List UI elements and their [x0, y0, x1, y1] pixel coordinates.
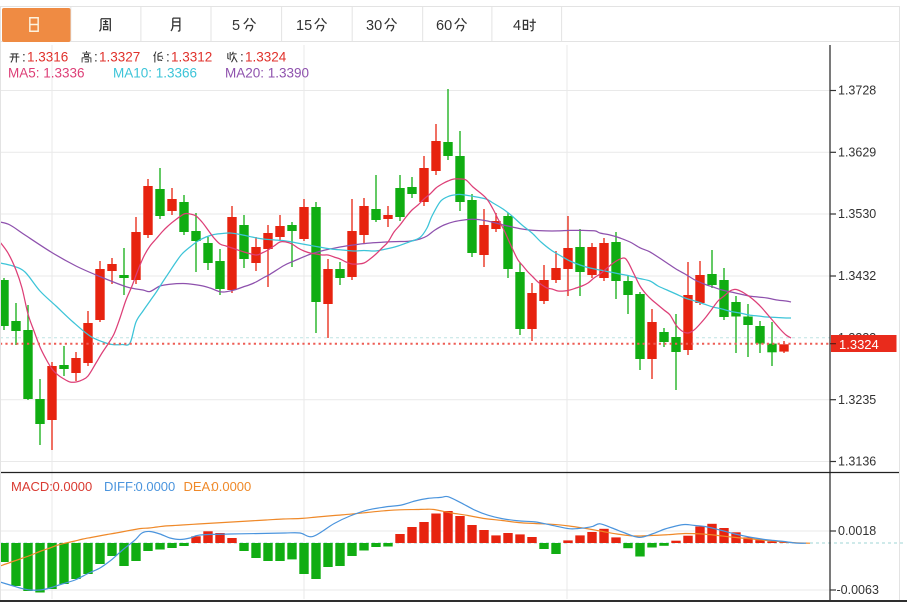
svg-text:1.3312: 1.3312 — [171, 50, 212, 65]
svg-text:MA5: 1.3336: MA5: 1.3336 — [8, 66, 85, 81]
svg-text:30: 30 — [366, 18, 382, 34]
svg-text:1.3530: 1.3530 — [838, 207, 876, 221]
svg-text:60: 60 — [436, 18, 452, 34]
svg-text:1.3728: 1.3728 — [838, 84, 876, 98]
svg-text:1.3432: 1.3432 — [838, 269, 876, 283]
svg-text:1.3235: 1.3235 — [838, 393, 876, 407]
svg-text:DIFF:: DIFF: — [104, 479, 137, 494]
svg-text:1.3629: 1.3629 — [838, 146, 876, 160]
svg-text:1.3324: 1.3324 — [245, 50, 287, 65]
svg-text::: : — [240, 50, 244, 65]
svg-text:1.3327: 1.3327 — [99, 50, 140, 65]
svg-text:MA20: 1.3390: MA20: 1.3390 — [225, 66, 309, 81]
svg-text:MA10: 1.3366: MA10: 1.3366 — [113, 66, 197, 81]
svg-text::: : — [94, 50, 98, 65]
svg-text:4: 4 — [513, 18, 521, 34]
svg-text:0.0000: 0.0000 — [53, 479, 93, 494]
svg-text:MACD:: MACD: — [11, 479, 53, 494]
svg-text::: : — [166, 50, 170, 65]
svg-text:0.0000: 0.0000 — [212, 479, 252, 494]
svg-text:DEA:: DEA: — [184, 479, 214, 494]
svg-text:0.0018: 0.0018 — [838, 524, 876, 538]
svg-text:1.3136: 1.3136 — [838, 455, 876, 469]
svg-text:0.0000: 0.0000 — [136, 479, 176, 494]
svg-text:5: 5 — [232, 18, 240, 34]
svg-text:-0.0063: -0.0063 — [837, 583, 879, 597]
svg-text:15: 15 — [296, 18, 312, 34]
svg-text:1.3316: 1.3316 — [27, 50, 68, 65]
svg-text::: : — [22, 50, 26, 65]
svg-text:1.3324: 1.3324 — [839, 337, 879, 352]
